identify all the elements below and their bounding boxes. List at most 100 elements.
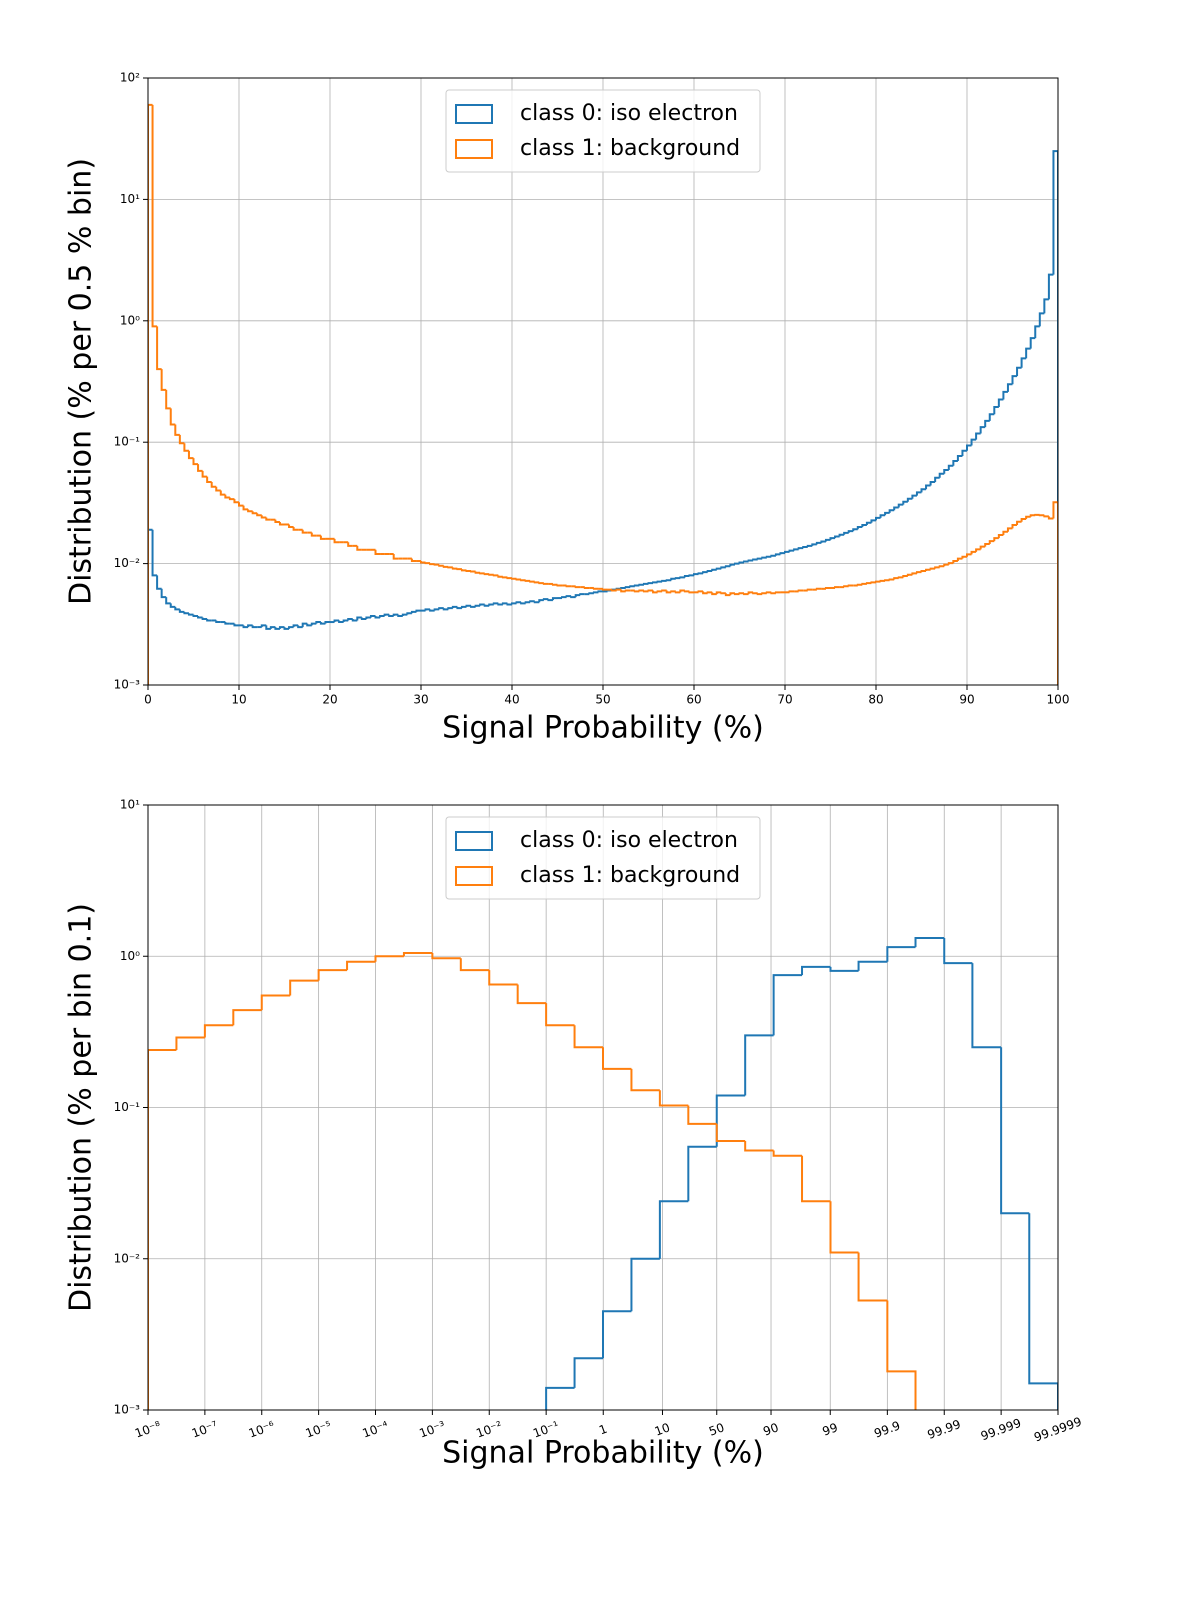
legend-swatch (455, 831, 493, 851)
histogram-step (529, 600, 535, 603)
y-tick-label: 10⁻³ (114, 1403, 141, 1417)
histogram-step (715, 567, 722, 570)
x-tick-label: 10 (231, 693, 246, 707)
histogram-step (483, 573, 490, 576)
histogram-step (224, 622, 230, 625)
histogram-step (788, 590, 795, 593)
x-tick-label: 10⁻⁴ (361, 1418, 391, 1440)
histogram-step (770, 554, 776, 557)
histogram-step (392, 553, 399, 560)
histogram-step (356, 616, 362, 621)
histogram-step (1043, 298, 1049, 314)
histogram-step (397, 614, 403, 618)
histogram-step (897, 576, 904, 579)
histogram-step (283, 627, 290, 630)
y-axis-label: Distribution (% per 0.5 % bin) (64, 158, 99, 605)
legend-swatch (455, 866, 493, 886)
histogram-step (429, 563, 435, 566)
histogram-step (806, 588, 813, 591)
histogram-step (169, 603, 176, 608)
histogram-step (711, 592, 717, 596)
axes-frame (147, 77, 1059, 686)
histogram-step (497, 603, 503, 606)
histogram-step (688, 574, 694, 577)
histogram-step (459, 958, 490, 972)
histogram-step (203, 1024, 234, 1038)
histogram-step (148, 103, 153, 685)
histogram-step (447, 566, 453, 569)
histogram-step (1011, 375, 1018, 385)
histogram-step (906, 497, 913, 502)
histogram-step (956, 557, 963, 562)
histogram-step (479, 572, 485, 575)
histogram-step (743, 560, 749, 563)
histogram-step (451, 605, 458, 609)
histogram-step (392, 613, 399, 617)
histogram-step (943, 469, 949, 474)
histogram-step (538, 582, 544, 585)
histogram-step (911, 494, 917, 499)
histogram-step (288, 626, 294, 629)
histogram-step (938, 565, 945, 568)
histogram-step (333, 619, 340, 623)
x-axis-label: Signal Probability (%) (442, 711, 764, 746)
histogram-step (893, 577, 899, 580)
histogram-step (511, 577, 517, 580)
histogram-step (971, 963, 1002, 1049)
x-tick-label: 60 (686, 693, 701, 707)
histogram-step (1020, 518, 1027, 522)
legend-label: class 1: background (520, 863, 740, 888)
histogram-step (256, 513, 262, 517)
x-tick-label: 90 (761, 1420, 780, 1438)
histogram-step (1052, 501, 1058, 685)
histogram-step (232, 1009, 262, 1026)
histogram-step (744, 1034, 774, 1096)
histogram-step (706, 591, 713, 594)
histogram-step (856, 526, 863, 530)
histogram-step (292, 527, 299, 531)
histogram-step (247, 624, 253, 628)
histogram-step (233, 623, 239, 627)
histogram-step (679, 589, 685, 593)
histogram-step (470, 570, 476, 573)
histogram-step (688, 591, 694, 594)
histogram-step (174, 606, 180, 611)
histogram-step (920, 569, 927, 573)
histogram-step (1025, 515, 1031, 520)
legend-label: class 0: iso electron (520, 101, 738, 126)
x-tick-label: 100 (1047, 693, 1070, 707)
histogram-step (784, 550, 790, 554)
histogram-step (447, 607, 453, 610)
histogram-step (697, 590, 704, 593)
histogram-step (388, 614, 394, 618)
histogram-step (925, 484, 931, 490)
histogram-step (715, 1123, 746, 1143)
histogram-step (720, 566, 726, 569)
histogram-step (956, 454, 963, 462)
histogram-step (1034, 325, 1040, 339)
histogram-step (683, 575, 690, 578)
histogram-step (1016, 520, 1022, 525)
histogram-step (886, 946, 916, 962)
histogram-step (524, 601, 531, 604)
y-tick-label: 10¹ (120, 192, 140, 206)
histogram-step (573, 1025, 603, 1049)
histogram-step (233, 499, 239, 504)
histogram-step (488, 603, 494, 606)
histogram-step (952, 560, 958, 564)
histogram-step (966, 553, 972, 557)
histogram-step (997, 534, 1004, 539)
histogram-step (665, 579, 672, 582)
histogram-step (679, 576, 685, 579)
histogram-step (647, 582, 654, 585)
histogram-step (474, 604, 481, 607)
histogram-step (765, 591, 772, 594)
x-tick-label: 10⁻⁵ (304, 1418, 334, 1440)
histogram-step (720, 592, 726, 595)
histogram-step (516, 984, 547, 1005)
x-tick-label: 1 (597, 1422, 609, 1438)
histogram-step (772, 1150, 803, 1157)
histogram-step (520, 602, 526, 605)
histogram-step (383, 613, 390, 617)
